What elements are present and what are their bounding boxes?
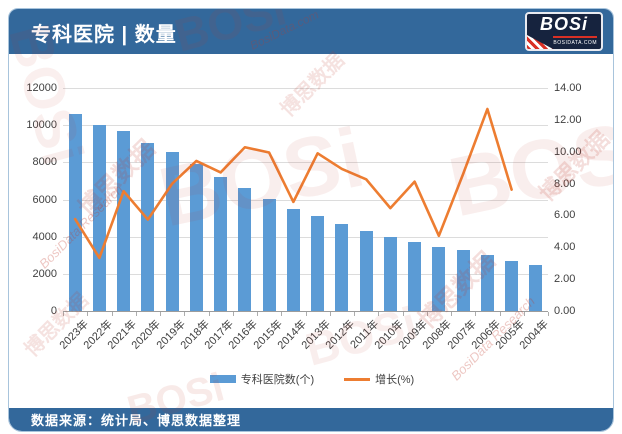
legend-bar-swatch	[209, 375, 236, 383]
x-axis-tick	[63, 312, 64, 316]
header-bar: 专科医院 | 数量 BOSi BOSIDATA.COM	[9, 9, 613, 54]
x-axis-tick	[523, 312, 525, 316]
bar	[480, 254, 494, 311]
right-axis-label: 8.00	[554, 177, 576, 190]
legend-bar-label: 专科医院数(个)	[240, 374, 315, 386]
bar	[335, 224, 349, 311]
bar	[214, 176, 228, 311]
report-card: 专科医院 | 数量 BOSi BOSIDATA.COM 0 2000 4000 600…	[8, 8, 614, 432]
legend-item-bars: 专科医院数(个)	[209, 371, 315, 387]
gridline	[63, 162, 548, 164]
logo-stripes-icon	[527, 35, 553, 49]
right-axis-label: 0.00	[554, 305, 576, 317]
right-axis-label: 4.00	[554, 241, 576, 254]
bar	[262, 199, 276, 311]
x-axis-tick	[548, 312, 549, 316]
x-axis-tick	[232, 312, 234, 316]
right-axis-label: 6.00	[554, 209, 576, 222]
right-axis-label: 14.00	[554, 82, 582, 94]
bar	[408, 241, 422, 311]
bar	[359, 231, 373, 311]
bosi-logo: BOSi BOSIDATA.COM	[525, 12, 603, 51]
bar	[456, 250, 470, 311]
legend-line-label: 增长(%)	[375, 374, 415, 386]
x-axis-tick	[305, 312, 307, 316]
bar	[165, 152, 179, 311]
legend: 专科医院数(个) 增长(%)	[9, 371, 613, 387]
x-axis-tick	[329, 312, 331, 316]
x-axis-tick	[475, 312, 477, 316]
gridline	[63, 273, 548, 275]
bar	[529, 264, 543, 311]
gridline	[63, 236, 548, 238]
bar	[238, 187, 252, 311]
chart-title: 专科医院 | 数量	[31, 24, 177, 46]
x-axis-tick	[111, 312, 113, 316]
legend-line-swatch	[344, 377, 371, 381]
bar	[505, 261, 519, 311]
x-axis-tick	[184, 312, 186, 316]
chart-panel: 0 2000 4000 6000 8000 10000 12000 0.00 2.00 4.00 6…	[9, 54, 613, 410]
x-axis-tick	[135, 312, 137, 316]
data-source-text: 数据来源：统计局、博思数据整理	[31, 413, 242, 428]
left-axis-label: 2000	[32, 267, 57, 280]
gridline	[63, 199, 548, 201]
footer-bar: 数据来源：统计局、博思数据整理	[9, 408, 613, 431]
x-axis-tick	[208, 312, 210, 316]
x-axis-tick	[378, 312, 380, 316]
x-axis-tick	[281, 312, 283, 316]
bar	[117, 130, 131, 311]
bar	[92, 124, 106, 311]
legend-item-line: 增长(%)	[344, 371, 414, 387]
bar	[189, 164, 203, 311]
gridline	[63, 125, 548, 127]
right-axis-label: 12.00	[554, 113, 582, 126]
left-axis-label: 4000	[32, 230, 57, 243]
x-axis-tick	[160, 312, 161, 316]
x-axis-tick	[354, 312, 355, 316]
x-axis-tick	[257, 312, 258, 316]
bar	[432, 247, 446, 311]
x-axis-tick	[402, 312, 404, 316]
bar	[383, 237, 397, 311]
left-axis-label: 0	[50, 305, 57, 317]
left-axis-label: 12000	[26, 82, 57, 94]
logo-red-rule	[553, 36, 597, 38]
left-axis-label: 10000	[26, 119, 57, 132]
logo-domain: BOSIDATA.COM	[553, 40, 597, 46]
x-axis-tick	[451, 312, 452, 316]
x-axis-tick	[499, 312, 501, 316]
bar	[286, 209, 300, 311]
x-axis-tick	[426, 312, 428, 316]
right-axis-label: 10.00	[554, 145, 582, 158]
left-axis-label: 8000	[32, 156, 57, 169]
x-axis-tick	[87, 312, 89, 316]
x-axis-line	[63, 311, 548, 312]
left-axis-label: 6000	[32, 193, 57, 206]
right-axis-label: 2.00	[554, 273, 576, 286]
gridline	[63, 88, 548, 89]
bar	[68, 114, 82, 311]
bar	[311, 215, 325, 311]
bar	[141, 143, 155, 311]
logo-wordmark: BOSi	[539, 14, 588, 34]
